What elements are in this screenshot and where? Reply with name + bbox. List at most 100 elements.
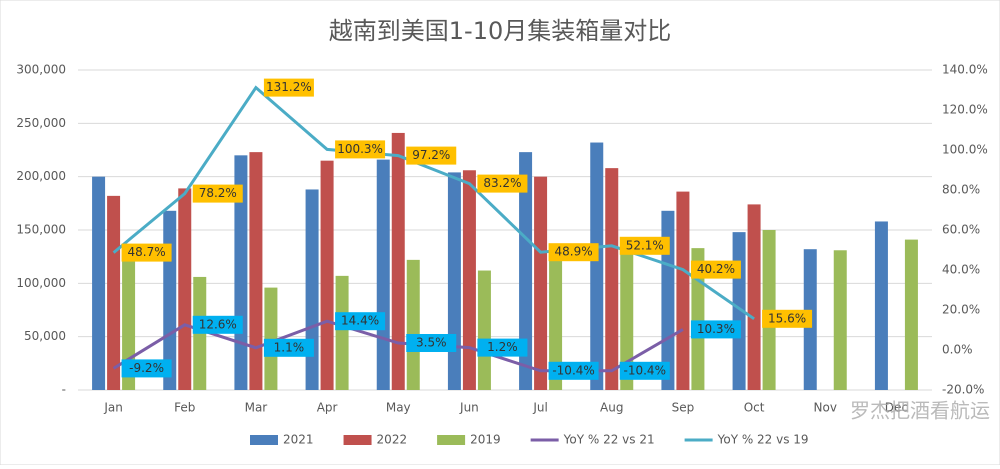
data-label: 78.2% bbox=[199, 186, 237, 200]
x-tick-label: Jan bbox=[103, 401, 123, 415]
y2-tick-label: 40.0% bbox=[942, 263, 980, 277]
bar bbox=[305, 189, 319, 390]
data-label: 83.2% bbox=[483, 176, 521, 190]
bar bbox=[874, 221, 888, 390]
data-label: 15.6% bbox=[768, 311, 806, 325]
data-label: -9.2% bbox=[129, 361, 164, 375]
x-tick-label: Feb bbox=[174, 401, 195, 415]
y-tick-label: 100,000 bbox=[16, 276, 66, 290]
data-label-box bbox=[548, 243, 599, 262]
y-tick-label: 50,000 bbox=[24, 329, 66, 343]
bar bbox=[747, 204, 761, 390]
bar bbox=[376, 159, 390, 390]
watermark: 罗杰把酒看航运 bbox=[850, 399, 990, 423]
legend-label: YoY % 22 vs 21 bbox=[563, 433, 655, 447]
data-label: 48.9% bbox=[555, 245, 593, 259]
x-tick-label: Aug bbox=[600, 401, 623, 415]
bar bbox=[661, 210, 675, 390]
bar bbox=[605, 168, 619, 390]
legend-swatch bbox=[343, 435, 372, 445]
y2-tick-label: 100.0% bbox=[942, 143, 988, 157]
data-label: 12.6% bbox=[199, 317, 237, 331]
data-label: 14.4% bbox=[341, 314, 379, 328]
bar bbox=[249, 152, 263, 390]
data-label-box bbox=[477, 174, 528, 193]
bar bbox=[534, 176, 548, 390]
bar bbox=[335, 275, 349, 390]
data-label: 1.2% bbox=[487, 340, 518, 354]
data-label-box bbox=[762, 309, 813, 328]
legend-swatch bbox=[250, 435, 278, 445]
data-label: -10.4% bbox=[552, 363, 594, 377]
data-label-box bbox=[263, 338, 314, 357]
bar bbox=[477, 270, 491, 390]
y2-tick-label: 140.0% bbox=[942, 63, 988, 77]
data-label: 40.2% bbox=[697, 262, 735, 276]
bar bbox=[676, 191, 690, 390]
y2-tick-label: 60.0% bbox=[942, 223, 980, 237]
data-label: 97.2% bbox=[412, 148, 450, 162]
x-tick-label: May bbox=[386, 401, 411, 415]
y2-tick-label: 80.0% bbox=[942, 183, 980, 197]
data-label-box bbox=[335, 312, 386, 331]
data-label: 131.2% bbox=[266, 80, 312, 94]
data-label: 100.3% bbox=[337, 142, 383, 156]
y-tick-label: 300,000 bbox=[16, 63, 66, 77]
bar bbox=[904, 239, 918, 390]
legend-label: 2019 bbox=[470, 433, 501, 447]
data-label-box bbox=[406, 334, 457, 352]
data-label-box bbox=[690, 320, 741, 339]
data-label-box bbox=[406, 146, 457, 165]
x-tick-label: Jul bbox=[532, 401, 547, 415]
data-label-box bbox=[335, 140, 386, 159]
data-label: 10.3% bbox=[697, 322, 735, 336]
data-label-box bbox=[192, 184, 243, 203]
y-tick-label: 150,000 bbox=[16, 223, 66, 237]
data-label-box bbox=[619, 361, 670, 380]
bar bbox=[519, 152, 533, 390]
data-label: 1.1% bbox=[274, 340, 305, 354]
y-tick-label: 250,000 bbox=[16, 116, 66, 130]
x-tick-label: Apr bbox=[317, 401, 338, 415]
bar bbox=[462, 170, 476, 390]
bar bbox=[833, 250, 847, 390]
bar bbox=[447, 172, 461, 390]
bar bbox=[320, 160, 334, 390]
data-label-box bbox=[121, 359, 172, 378]
x-tick-label: Mar bbox=[245, 401, 268, 415]
bar bbox=[620, 243, 634, 390]
y2-tick-label: -20.0% bbox=[942, 383, 984, 397]
y-tick-label: - bbox=[62, 383, 66, 397]
x-tick-label: Nov bbox=[814, 401, 837, 415]
data-label: 48.7% bbox=[128, 245, 166, 259]
chart-title: 越南到美国1-10月集装箱量对比 bbox=[329, 17, 671, 45]
bar bbox=[590, 142, 604, 390]
legend-label: YoY % 22 vs 19 bbox=[717, 433, 809, 447]
data-label-box bbox=[477, 338, 528, 357]
bar bbox=[178, 188, 192, 390]
line bbox=[112, 85, 755, 321]
data-label-box bbox=[192, 315, 243, 334]
data-label-box bbox=[690, 260, 741, 279]
x-tick-label: Oct bbox=[744, 401, 765, 415]
data-label: -10.4% bbox=[624, 363, 666, 377]
data-label: 52.1% bbox=[626, 238, 664, 252]
bar bbox=[391, 132, 405, 390]
y2-tick-label: 20.0% bbox=[942, 303, 980, 317]
bar bbox=[549, 247, 563, 390]
data-label-box bbox=[121, 243, 172, 262]
data-label-box bbox=[263, 78, 314, 97]
bar bbox=[107, 195, 121, 390]
legend-swatch bbox=[437, 435, 466, 445]
legend-label: 2022 bbox=[377, 433, 408, 447]
x-tick-label: Sep bbox=[672, 401, 695, 415]
legend-label: 2021 bbox=[283, 433, 314, 447]
x-tick-label: Dec bbox=[885, 401, 908, 415]
data-label-box bbox=[619, 236, 670, 255]
data-label-box bbox=[548, 361, 599, 380]
y2-tick-label: 120.0% bbox=[942, 103, 988, 117]
y2-tick-label: 0.0% bbox=[942, 343, 973, 357]
data-label: 3.5% bbox=[416, 336, 447, 350]
x-tick-label: Jun bbox=[459, 401, 479, 415]
